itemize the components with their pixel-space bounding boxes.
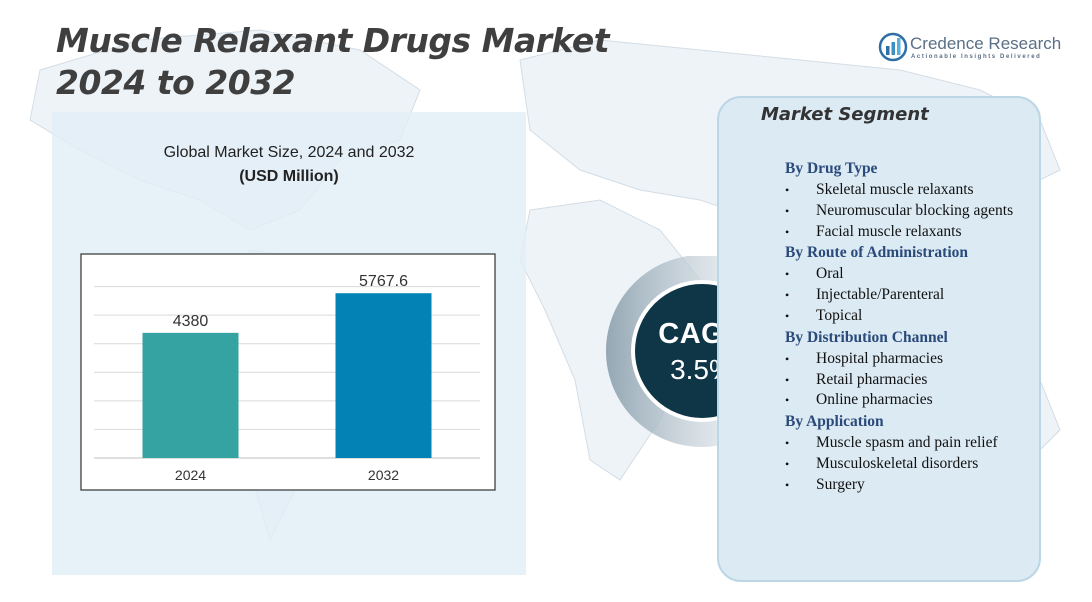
segment-item: Online pharmacies — [785, 390, 1013, 411]
title-line-1: Muscle Relaxant Drugs Market — [56, 21, 609, 60]
segment-group-route: By Route of Administration Oral Injectab… — [785, 242, 1013, 326]
segment-heading: By Route of Administration — [785, 244, 968, 262]
x-tick-label: 2024 — [175, 467, 206, 483]
chart-unit: (USD Million) — [239, 168, 339, 185]
credence-research-logo[interactable]: Credence Research Actionable Insights De… — [878, 32, 1068, 66]
bar-value-label: 5767.6 — [359, 273, 408, 290]
segment-item: Injectable/Parenteral — [785, 285, 1013, 306]
segment-item: Hospital pharmacies — [785, 349, 1013, 370]
segment-item: Retail pharmacies — [785, 370, 1013, 391]
logo-name: Credence Research — [910, 34, 1062, 53]
segment-item: Skeletal muscle relaxants — [785, 180, 1013, 201]
segment-heading: By Distribution Channel — [785, 328, 948, 346]
segment-item: Musculoskeletal disorders — [785, 454, 1013, 475]
segment-item: Topical — [785, 306, 1013, 327]
segment-heading: By Application — [785, 413, 884, 431]
segment-item: Muscle spasm and pain relief — [785, 433, 1013, 454]
segment-item: Neuromuscular blocking agents — [785, 201, 1013, 222]
bar-2032 — [335, 293, 432, 458]
segment-heading: By Drug Type — [785, 160, 878, 177]
credence-logo-icon — [878, 32, 908, 62]
market-segment-panel: Market Segment By Drug Type Skeletal mus… — [717, 96, 1041, 582]
segment-item: Oral — [785, 264, 1013, 285]
segment-title: Market Segment — [761, 104, 929, 125]
segment-item: Surgery — [785, 475, 1013, 496]
segment-list: By Drug Type Skeletal muscle relaxants N… — [785, 158, 1013, 496]
chart-title: Global Market Size, 2024 and 2032 — [163, 144, 415, 161]
segment-group-application: By Application Muscle spasm and pain rel… — [785, 411, 1013, 495]
title-line-2: 2024 to 2032 — [56, 63, 296, 102]
bar-chart: 4380 2024 5767.6 2032 — [80, 253, 496, 491]
page-title: Muscle Relaxant Drugs Market 2024 to 203… — [56, 20, 609, 104]
bar-2024 — [142, 332, 239, 458]
segment-group-drug-type: By Drug Type Skeletal muscle relaxants N… — [785, 158, 1013, 242]
logo-tagline: Actionable Insights Delivered — [911, 54, 1042, 60]
x-tick-label: 2032 — [368, 467, 399, 483]
bar-value-label: 4380 — [173, 313, 209, 330]
segment-group-distribution: By Distribution Channel Hospital pharmac… — [785, 327, 1013, 411]
segment-item: Facial muscle relaxants — [785, 222, 1013, 243]
chart-bars: 4380 2024 5767.6 2032 — [142, 273, 432, 483]
